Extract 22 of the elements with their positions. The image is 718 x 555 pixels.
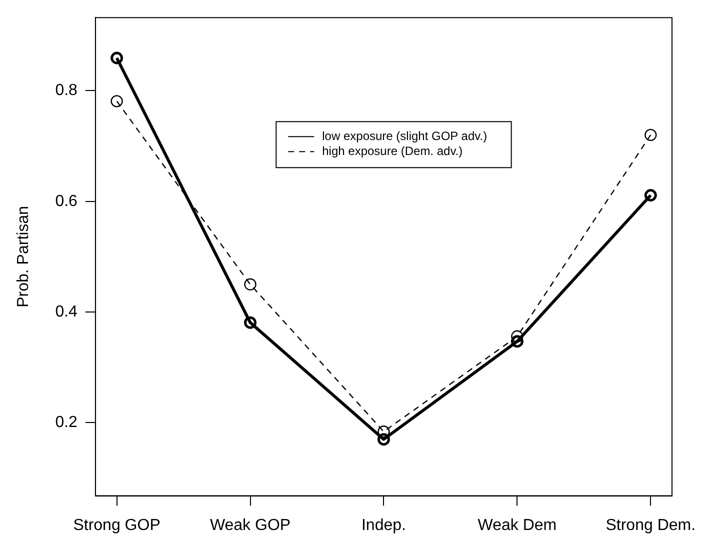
- point: [244, 316, 257, 329]
- y-tick-label: 0.8: [55, 82, 78, 100]
- point: [110, 52, 124, 64]
- point: [510, 335, 524, 348]
- x-tick-label: Strong Dem.: [606, 516, 696, 534]
- y-axis-title: Prob. Partisan: [15, 206, 32, 308]
- y-tick-label: 0.6: [55, 192, 78, 210]
- point: [378, 425, 390, 438]
- legend-label: high exposure (Dem. adv.): [322, 144, 463, 158]
- y-tick-label: 0.2: [55, 414, 78, 432]
- point: [110, 95, 123, 108]
- point: [644, 128, 657, 142]
- point: [511, 330, 524, 342]
- point: [644, 189, 657, 202]
- x-tick-label: Indep.: [361, 516, 406, 534]
- y-tick-label: 0.4: [55, 303, 78, 320]
- x-tick-label: Strong GOP: [73, 516, 160, 534]
- point: [244, 278, 256, 290]
- x-tick-label: Weak GOP: [210, 516, 291, 534]
- x-tick-label: Weak Dem: [478, 516, 557, 534]
- point: [377, 433, 390, 446]
- legend-label: low exposure (slight GOP adv.): [322, 128, 488, 143]
